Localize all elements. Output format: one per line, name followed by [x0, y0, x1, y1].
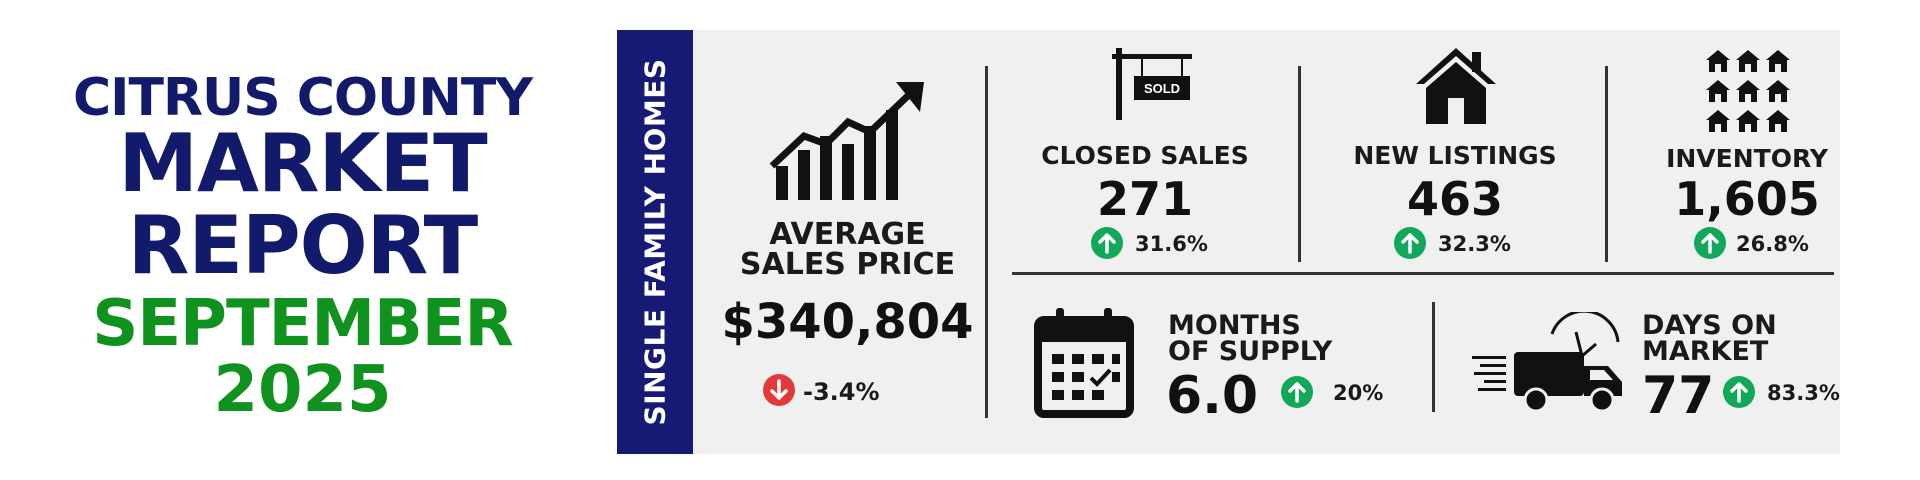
new-listings-value: 463: [1406, 172, 1504, 226]
avg-price-value: $340,804: [721, 294, 974, 350]
inventory-label: INVENTORY: [1666, 144, 1828, 173]
months-supply-label-line1: MONTHS: [1168, 310, 1301, 341]
avg-price-change: -3.4%: [803, 378, 880, 406]
divider-vertical-1: [985, 66, 988, 418]
inventory-change: 26.8%: [1736, 232, 1809, 256]
months-supply-up-arrow-icon: [1281, 376, 1313, 408]
avg-price-label-line2: SALES PRICE: [739, 247, 956, 282]
calendar-icon: [1034, 308, 1134, 418]
days-on-market-up-arrow-icon: [1723, 376, 1755, 408]
new-listings-change: 32.3%: [1438, 232, 1511, 256]
avg-price-label-line1: AVERAGE: [769, 217, 926, 252]
category-label: SINGLE FAMILY HOMES: [638, 58, 672, 426]
rising-bar-chart-icon: [769, 82, 924, 200]
days-on-market-label-line1: DAYS ON: [1642, 310, 1777, 341]
inventory-up-arrow-icon: [1694, 227, 1726, 259]
title-market: MARKET: [118, 117, 487, 210]
delivery-truck-icon: [1472, 312, 1622, 413]
days-on-market-change: 83.3%: [1767, 381, 1840, 405]
months-supply-change: 20%: [1333, 381, 1384, 405]
report-title-block: CITRUS COUNTY MARKET REPORT SEPTEMBER 20…: [0, 0, 605, 480]
months-supply-value: 6.0: [1166, 366, 1259, 426]
months-supply-label-line2: OF SUPPLY: [1168, 336, 1333, 367]
closed-sales-value: 271: [1096, 172, 1194, 226]
days-on-market-label-line2: MARKET: [1642, 336, 1769, 367]
divider-vertical-4: [1432, 302, 1435, 412]
closed-sales-up-arrow-icon: [1091, 227, 1123, 259]
inventory-value: 1,605: [1674, 172, 1820, 226]
title-year: 2025: [213, 353, 392, 427]
closed-sales-label: CLOSED SALES: [1041, 141, 1249, 170]
house-grid-icon: [1706, 50, 1790, 132]
days-on-market-value: 77: [1642, 366, 1715, 426]
sold-sign-icon: SOLD: [1112, 48, 1192, 120]
divider-vertical-2: [1298, 66, 1301, 262]
new-listings-label: NEW LISTINGS: [1353, 141, 1557, 170]
svg-text:SOLD: SOLD: [1144, 81, 1180, 96]
stats-panel: [617, 30, 1840, 454]
category-bar: [617, 30, 693, 454]
closed-sales-change: 31.6%: [1135, 232, 1208, 256]
house-icon: [1416, 48, 1496, 124]
title-county: CITRUS COUNTY: [72, 68, 533, 128]
title-report: REPORT: [127, 199, 478, 292]
avg-price-down-arrow-icon: [763, 374, 795, 406]
divider-horizontal: [1012, 272, 1834, 275]
title-month: SEPTEMBER: [92, 287, 514, 361]
divider-vertical-3: [1605, 66, 1608, 262]
new-listings-up-arrow-icon: [1394, 227, 1426, 259]
